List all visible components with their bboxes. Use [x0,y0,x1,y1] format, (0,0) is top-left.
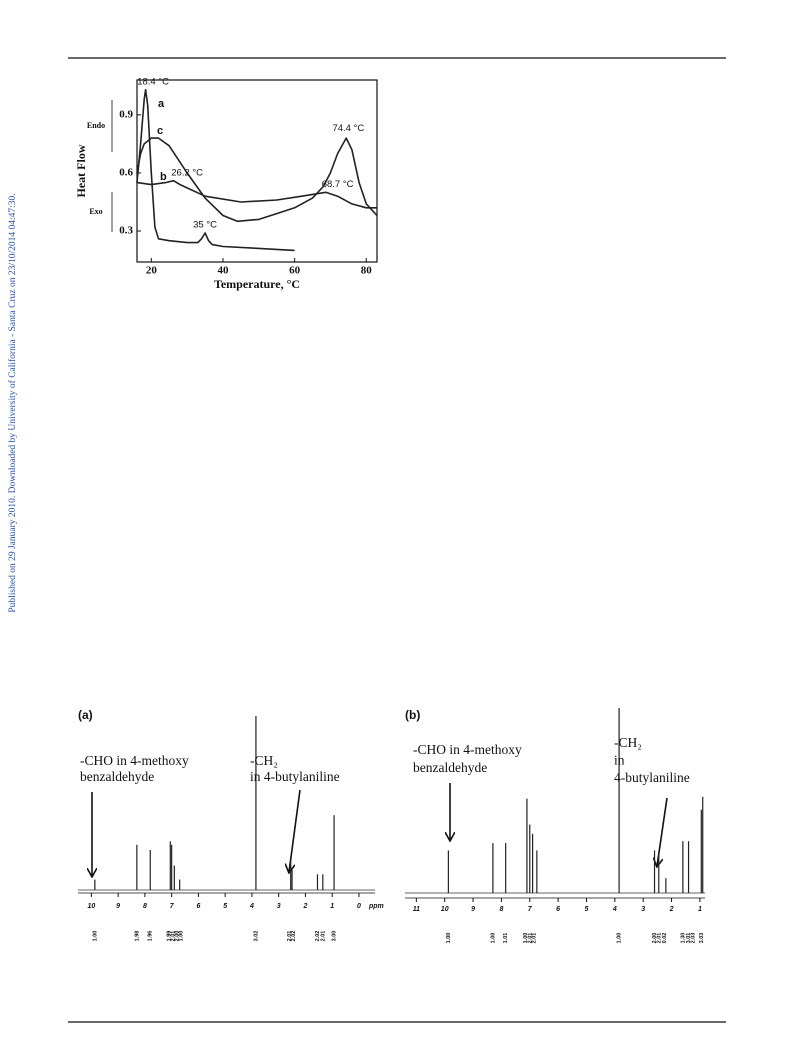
side-note: Published on 29 January 2010. Downloaded… [7,193,18,612]
y-tick-label: 0.9 [119,108,133,120]
x-axis-label: ppm [368,903,384,910]
annotation-line: in 4-butylaniline [250,769,340,784]
x-tick-label: 3 [277,903,281,910]
x-tick-label: 7 [170,903,175,910]
integral-label: 3.02 [253,931,259,942]
curve-label: a [158,98,165,110]
integral-label: 1.00 [446,933,452,944]
integral-label: 2.02 [291,931,297,942]
annotation: 35 °C [193,220,217,231]
integral-label: 1.01 [503,933,509,944]
annotation: 26.2 °C [171,167,203,178]
annotation: 74.4 °C [332,123,364,134]
integral-label: 2.01 [287,931,293,942]
integral-label: 2.00 [174,931,180,942]
x-axis-label: Temperature, °C [214,277,300,291]
x-tick-label: 4 [612,906,617,913]
x-tick-label: 5 [585,906,589,913]
annotation-line: -CH₂ [250,753,278,768]
x-tick-label: 9 [116,903,120,910]
x-tick-label: 7 [528,906,533,913]
curve [136,179,377,209]
integral-label: 1.98 [134,931,140,942]
integral-label: 3.03 [699,933,705,944]
integral-label: 3.00 [332,931,338,942]
endo-label: Endo [87,121,105,130]
curve-label: b [160,171,167,183]
x-tick-label: 40 [217,265,229,277]
annotation: 18.4 °C [137,76,169,87]
x-tick-label: 2 [669,906,674,913]
x-tick-label: 20 [146,265,158,277]
annotation-line: 4-butylaniline [614,770,690,785]
x-tick-label: 6 [556,906,560,913]
integral-label: 1.30 [680,933,686,944]
x-tick-label: 0 [357,903,361,910]
panel-label: (b) [405,708,420,722]
curve [136,88,295,252]
integral-label: 1.99 [166,931,172,942]
curve-label: c [157,125,163,137]
panel-label: (a) [78,708,93,722]
integral-label: 1.96 [148,931,154,942]
x-tick-label: 60 [289,265,301,277]
annotation-line: in [614,753,625,768]
integral-label: 2.01 [170,931,176,942]
x-tick-label: 10 [441,906,449,913]
x-tick-label: 9 [471,906,475,913]
x-tick-label: 3 [641,906,645,913]
annotation-line: benzaldehyde [80,769,154,784]
integral-label: 2.01 [527,933,533,944]
integral-label: 1.00 [490,933,496,944]
y-tick-label: 0.6 [119,166,133,178]
x-tick-label: 80 [361,265,373,277]
x-tick-label: 2 [302,903,307,910]
integral-label: 0.02 [662,933,668,944]
annotation-line: -CHO in 4-methoxy [413,742,522,757]
integral-label: 2.01 [320,931,326,942]
x-tick-label: 4 [249,903,254,910]
annotation-line: benzaldehyde [413,760,487,775]
integral-label: 1.00 [523,933,529,944]
x-tick-label: 1 [330,903,334,910]
y-tick-label: 0.3 [119,225,133,237]
integral-label: 1.00 [178,931,184,942]
annotation: 68.7 °C [322,179,354,190]
x-tick-label: 1 [698,906,702,913]
integral-label: 1.00 [92,931,98,942]
x-tick-label: 8 [499,906,503,913]
integral-label: 1.00 [617,933,623,944]
x-tick-label: 6 [196,903,200,910]
x-tick-label: 11 [413,906,420,913]
integral-label: 2.01 [531,933,537,944]
x-tick-label: 5 [223,903,227,910]
arrow [289,789,301,872]
integral-label: 2.02 [315,931,321,942]
annotation-line: -CHO in 4-methoxy [80,753,189,768]
integral-label: 2.01 [656,933,662,944]
integral-label: 2.03 [690,933,696,944]
integral-label: 2.00 [652,933,658,944]
y-axis-label: Heat Flow [74,144,88,197]
exo-label: Exo [89,207,102,216]
x-tick-label: 8 [143,903,147,910]
x-tick-label: 10 [87,903,95,910]
integral-label: 3.01 [686,933,692,944]
curve [136,137,378,223]
annotation-line: -CH₂ [614,735,642,750]
